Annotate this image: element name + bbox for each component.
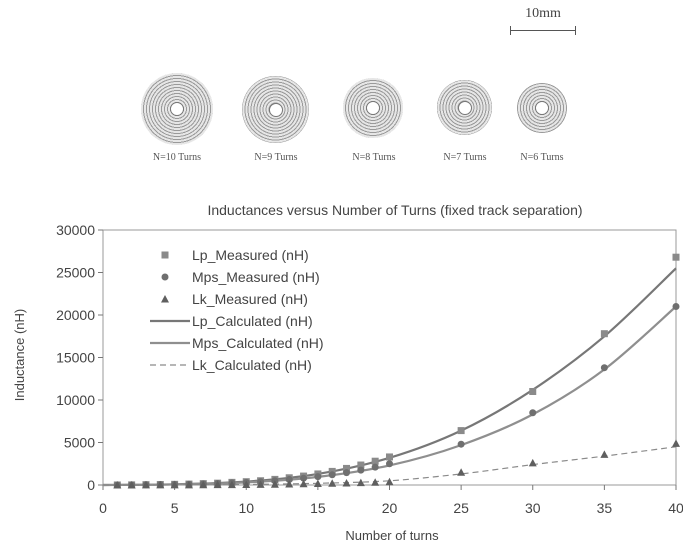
data-point-2 (672, 439, 680, 447)
data-point-0 (357, 461, 365, 469)
y-tick-label: 20000 (56, 307, 95, 323)
data-point-2 (600, 450, 609, 458)
coil-10-label: N=10 Turns (152, 152, 202, 163)
data-point-1 (371, 463, 379, 471)
x-tick-label: 5 (171, 500, 179, 516)
data-point-0 (343, 464, 351, 472)
coil-photo-strip: 10mm N=10 Turns N=9 Turns N=8 Turns N=7 … (0, 0, 683, 185)
data-point-2 (371, 478, 380, 486)
data-point-2 (242, 480, 251, 488)
coil-7-turns (437, 80, 492, 135)
y-tick-label: 0 (87, 477, 95, 493)
coil-10-turns (141, 73, 213, 145)
coil-8-turns (343, 78, 403, 138)
data-point-2 (313, 479, 322, 488)
data-point-2 (199, 480, 208, 489)
x-tick-label: 25 (453, 500, 469, 516)
data-point-1 (529, 409, 537, 417)
data-point-1 (328, 471, 336, 479)
x-tick-label: 30 (525, 500, 541, 516)
y-axis-label: Inductance (nH) (12, 309, 27, 402)
axes: 0 5000 10000 15000 20000 25000 30000 0 5 10 15 20 25… (56, 222, 683, 516)
data-point-0 (672, 253, 680, 261)
data-point-2 (528, 458, 537, 467)
data-point-2 (213, 480, 222, 489)
x-tick-label: 40 (668, 500, 683, 516)
data-point-2 (385, 477, 394, 486)
x-tick-label: 20 (382, 500, 398, 516)
data-point-0 (600, 330, 608, 338)
data-point-0 (371, 457, 379, 465)
data-point-0 (529, 388, 537, 395)
coil-6-turns (517, 83, 567, 133)
data-point-2 (270, 480, 279, 488)
data-point-2 (141, 480, 150, 489)
legend-marker-2 (161, 295, 169, 303)
plot-frame (102, 229, 677, 486)
coil-6-label: N=6 Turns (520, 152, 564, 163)
data-point-2 (285, 480, 294, 488)
data-point-2 (356, 478, 365, 487)
legend-label-1: Mps_Measured (nH) (192, 269, 320, 285)
scale-bar-label: 10mm (525, 6, 561, 21)
legend-label-2: Lk_Measured (nH) (192, 291, 308, 307)
chart-title: Inductances versus Number of Turns (fixe… (207, 202, 582, 218)
plot-area (102, 253, 680, 489)
y-tick-label: 15000 (56, 350, 95, 366)
data-point-1 (357, 466, 365, 474)
data-point-2 (328, 479, 337, 487)
data-point-2 (127, 480, 136, 489)
y-tick-label: 30000 (56, 222, 95, 238)
data-point-0 (386, 453, 393, 461)
x-tick-label: 15 (310, 500, 326, 516)
inductance-chart: Inductances versus Number of Turns (fixe… (12, 202, 683, 543)
series-line-3 (102, 267, 677, 487)
legend-label-5: Lk_Calculated (nH) (192, 357, 312, 373)
data-point-1 (672, 303, 680, 310)
x-tick-label: 0 (99, 500, 107, 516)
data-point-2 (299, 479, 308, 488)
data-point-2 (170, 480, 179, 489)
data-point-0 (457, 427, 465, 435)
legend-label-0: Lp_Measured (nH) (192, 247, 309, 263)
y-tick-label: 25000 (56, 265, 95, 281)
data-point-2 (184, 480, 193, 489)
data-point-2 (156, 480, 165, 489)
legend: Lp_Measured (nH) Mps_Measured (nH) Lk_Meas… (150, 247, 324, 373)
x-axis-label: Number of turns (345, 528, 439, 543)
legend-label-3: Lp_Calculated (nH) (192, 313, 313, 329)
legend-label-4: Mps_Calculated (nH) (192, 335, 324, 351)
data-point-1 (314, 473, 322, 481)
coil-7-label: N=7 Turns (443, 152, 487, 163)
data-point-2 (113, 480, 122, 489)
legend-marker-1 (161, 273, 169, 281)
data-point-1 (600, 364, 608, 372)
series-line-5 (102, 446, 677, 486)
y-tick-label: 5000 (64, 435, 95, 451)
data-point-2 (342, 478, 351, 487)
legend-marker-0 (161, 251, 169, 259)
coil-9-label: N=9 Turns (254, 152, 298, 163)
data-point-1 (285, 476, 293, 484)
coil-9-turns (242, 76, 309, 143)
data-point-1 (386, 460, 393, 468)
x-tick-label: 10 (238, 500, 254, 516)
data-point-1 (300, 474, 308, 482)
data-point-2 (256, 480, 265, 488)
coil-8-label: N=8 Turns (352, 152, 396, 163)
scale-bar (510, 26, 576, 35)
data-point-2 (227, 480, 236, 489)
y-tick-label: 10000 (56, 392, 95, 408)
data-point-1 (457, 440, 465, 448)
data-point-2 (457, 468, 466, 476)
data-point-1 (343, 469, 351, 477)
x-tick-label: 35 (597, 500, 613, 516)
